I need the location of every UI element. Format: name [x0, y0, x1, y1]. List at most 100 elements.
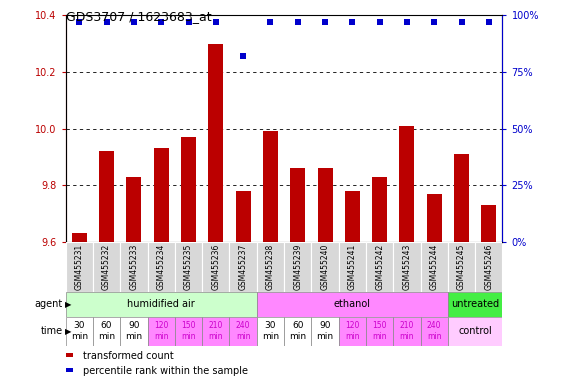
Text: 120
min: 120 min — [154, 321, 168, 341]
Bar — [154, 149, 168, 242]
Bar — [93, 242, 120, 292]
Bar — [393, 242, 421, 292]
Text: GSM455246: GSM455246 — [484, 244, 493, 290]
Bar — [290, 168, 305, 242]
Bar — [202, 242, 230, 292]
Bar — [257, 242, 284, 292]
Bar — [236, 191, 251, 242]
Bar — [421, 317, 448, 346]
Point — [429, 19, 439, 25]
Bar — [366, 242, 393, 292]
Bar — [120, 317, 147, 346]
Point — [211, 19, 220, 25]
Text: agent: agent — [35, 299, 63, 310]
Point — [130, 19, 139, 25]
Text: GSM455240: GSM455240 — [320, 244, 329, 290]
Bar — [317, 168, 332, 242]
Point — [293, 19, 302, 25]
Bar — [284, 317, 311, 346]
Text: GDS3707 / 1623683_at: GDS3707 / 1623683_at — [66, 10, 211, 23]
Text: 30
min: 30 min — [71, 321, 88, 341]
Bar — [372, 177, 387, 242]
Point — [184, 19, 193, 25]
Bar — [66, 317, 93, 346]
Bar — [263, 131, 278, 242]
Text: control: control — [459, 326, 492, 336]
Bar — [99, 151, 114, 242]
Bar — [66, 292, 257, 317]
Bar — [72, 233, 87, 242]
Bar — [448, 242, 475, 292]
Text: time: time — [41, 326, 63, 336]
Text: transformed count: transformed count — [83, 351, 174, 361]
Bar — [175, 317, 202, 346]
Bar — [66, 242, 93, 292]
Text: 120
min: 120 min — [345, 321, 360, 341]
Text: 210
min: 210 min — [208, 321, 223, 341]
Bar — [448, 317, 502, 346]
Text: GSM455239: GSM455239 — [293, 244, 302, 290]
Text: GSM455234: GSM455234 — [156, 244, 166, 290]
Bar — [284, 242, 311, 292]
Point — [375, 19, 384, 25]
Point — [348, 19, 357, 25]
Bar — [175, 242, 202, 292]
Point — [320, 19, 329, 25]
Bar — [339, 317, 366, 346]
Bar — [427, 194, 442, 242]
Bar — [393, 317, 421, 346]
Bar — [475, 242, 502, 292]
Text: GSM455242: GSM455242 — [375, 244, 384, 290]
Text: GSM455232: GSM455232 — [102, 244, 111, 290]
Text: 90
min: 90 min — [126, 321, 143, 341]
Point — [75, 19, 84, 25]
Bar — [448, 292, 502, 317]
Bar — [400, 126, 415, 242]
Point — [156, 19, 166, 25]
Text: GSM455245: GSM455245 — [457, 244, 466, 290]
Bar — [93, 317, 120, 346]
Text: 30
min: 30 min — [262, 321, 279, 341]
Text: GSM455231: GSM455231 — [75, 244, 84, 290]
Text: GSM455238: GSM455238 — [266, 244, 275, 290]
Text: 150
min: 150 min — [181, 321, 196, 341]
Text: untreated: untreated — [451, 299, 499, 310]
Text: 150
min: 150 min — [372, 321, 387, 341]
Bar — [454, 154, 469, 242]
Bar — [366, 317, 393, 346]
Text: 60
min: 60 min — [289, 321, 306, 341]
Bar — [147, 242, 175, 292]
Text: ethanol: ethanol — [334, 299, 371, 310]
Bar — [345, 191, 360, 242]
Text: 240
min: 240 min — [236, 321, 250, 341]
Bar — [230, 242, 257, 292]
Text: ▶: ▶ — [65, 327, 71, 336]
Text: GSM455236: GSM455236 — [211, 244, 220, 290]
Text: percentile rank within the sample: percentile rank within the sample — [83, 366, 248, 376]
Text: GSM455241: GSM455241 — [348, 244, 357, 290]
Bar — [311, 242, 339, 292]
Point — [102, 19, 111, 25]
Bar — [120, 242, 147, 292]
Text: humidified air: humidified air — [127, 299, 195, 310]
Text: GSM455244: GSM455244 — [430, 244, 439, 290]
Point — [403, 19, 412, 25]
Bar — [311, 317, 339, 346]
Text: 90
min: 90 min — [316, 321, 333, 341]
Text: GSM455235: GSM455235 — [184, 244, 193, 290]
Text: GSM455233: GSM455233 — [130, 244, 138, 290]
Bar — [202, 317, 230, 346]
Bar — [421, 242, 448, 292]
Text: ▶: ▶ — [65, 300, 71, 309]
Bar — [257, 317, 284, 346]
Point — [266, 19, 275, 25]
Point — [484, 19, 493, 25]
Bar — [126, 177, 142, 242]
Text: GSM455237: GSM455237 — [239, 244, 248, 290]
Bar — [208, 44, 223, 242]
Bar — [481, 205, 496, 242]
Bar — [147, 317, 175, 346]
Bar — [230, 317, 257, 346]
Text: 240
min: 240 min — [427, 321, 441, 341]
Text: GSM455243: GSM455243 — [403, 244, 412, 290]
